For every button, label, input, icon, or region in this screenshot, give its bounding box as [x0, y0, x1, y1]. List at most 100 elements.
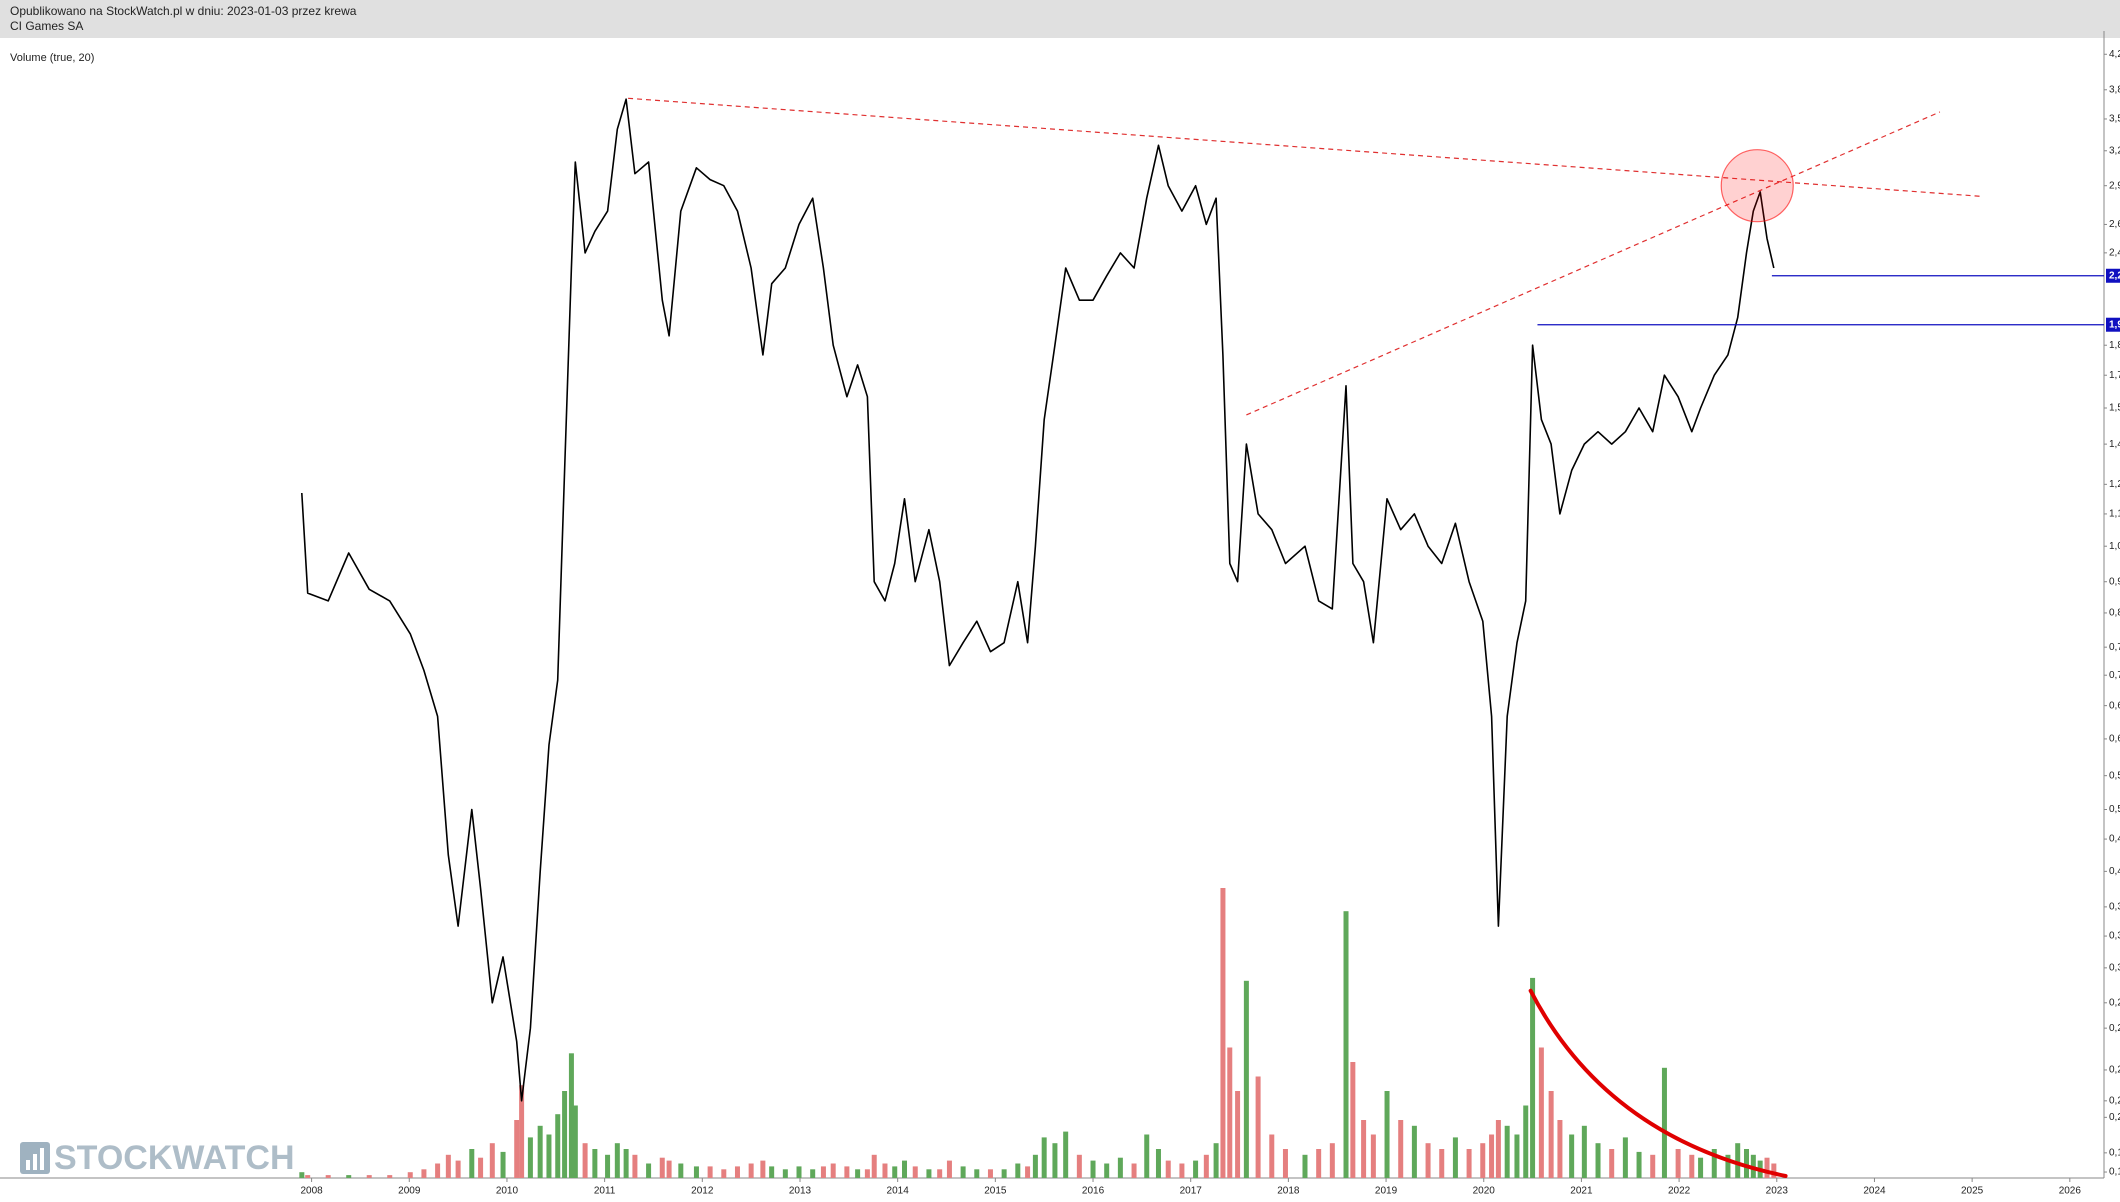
volume-bar: [659, 1157, 665, 1178]
volume-bar: [366, 1175, 372, 1178]
volume-bar: [646, 1163, 652, 1178]
volume-bar: [1523, 1105, 1529, 1178]
volume-bar: [527, 1137, 533, 1178]
y-tick-label: 0,19: [2109, 1147, 2120, 1158]
volume-bar: [1480, 1143, 1486, 1178]
volume-bar: [1489, 1134, 1495, 1178]
y-tick-label: 1,55: [2109, 403, 2120, 414]
volume-bar: [1725, 1154, 1731, 1178]
volume-bar: [1165, 1160, 1171, 1178]
volume-bar: [1650, 1154, 1656, 1178]
volume-bar: [1063, 1131, 1069, 1178]
volume-bar: [693, 1166, 699, 1178]
y-tick-label: 0,79: [2109, 642, 2120, 653]
volume-bar: [1689, 1154, 1695, 1178]
volume-bar: [1735, 1143, 1741, 1178]
volume-bar: [1361, 1120, 1367, 1178]
x-tick-label: 2013: [789, 1186, 812, 1197]
volume-bar: [605, 1154, 611, 1178]
y-tick-label: 0,35: [2109, 931, 2120, 942]
x-tick-label: 2015: [984, 1186, 1007, 1197]
volume-bar: [1548, 1091, 1554, 1178]
volume-bar: [1622, 1137, 1628, 1178]
volume-bar: [1675, 1149, 1681, 1178]
volume-bar: [1636, 1151, 1642, 1178]
volume-bar: [871, 1154, 877, 1178]
y-tick-label: 0,38: [2109, 902, 2120, 913]
y-tick-label: 0,32: [2109, 963, 2120, 974]
volume-bar: [614, 1143, 620, 1178]
y-tick-label: 0,73: [2109, 670, 2120, 681]
y-tick-label: 1,05: [2109, 541, 2120, 552]
volume-bar: [1425, 1143, 1431, 1178]
volume-bar: [769, 1166, 775, 1178]
volume-bar: [960, 1166, 966, 1178]
volume-bar: [555, 1114, 561, 1178]
y-tick-label: 3,50: [2109, 114, 2120, 125]
volume-bar: [1466, 1149, 1472, 1178]
y-tick-label: 3,80: [2109, 84, 2120, 95]
volume-bar: [305, 1175, 311, 1178]
y-tick-label: 0,24: [2109, 1065, 2120, 1076]
volume-bar: [1504, 1125, 1510, 1178]
volume-bar: [632, 1154, 638, 1178]
volume-bar: [1001, 1169, 1007, 1178]
volume-bar: [882, 1163, 888, 1178]
y-tick-label: 4,20: [2109, 49, 2120, 60]
y-tick-label: 0,87: [2109, 608, 2120, 619]
y-tick-label: 0,18: [2109, 1167, 2120, 1178]
y-tick-label: 1,15: [2109, 509, 2120, 520]
volume-bar: [1384, 1091, 1390, 1178]
level-badge: [2106, 268, 2120, 283]
y-tick-label: 2,60: [2109, 219, 2120, 230]
volume-bar: [892, 1166, 898, 1178]
volume-bar: [387, 1175, 393, 1178]
volume-bar: [1131, 1163, 1137, 1178]
volume-bar: [1343, 911, 1349, 1178]
x-tick-label: 2011: [594, 1186, 616, 1197]
volume-bar: [623, 1149, 629, 1178]
volume-bar: [926, 1169, 932, 1178]
y-tick-label: 0,55: [2109, 770, 2120, 781]
volume-bar: [455, 1160, 461, 1178]
volume-bar: [937, 1169, 943, 1178]
volume-bar: [469, 1149, 475, 1178]
volume-bar: [1350, 1062, 1356, 1178]
y-tick-label: 0,42: [2109, 866, 2120, 877]
volume-bar: [974, 1169, 980, 1178]
volume-bar: [734, 1166, 740, 1178]
volume-bar: [748, 1163, 754, 1178]
volume-bar: [796, 1166, 802, 1178]
watermark-text: STOCKWATCH: [54, 1139, 295, 1177]
volume-bar: [1771, 1163, 1777, 1178]
y-tick-label: 1,85: [2109, 340, 2120, 351]
trendline: [628, 97, 1980, 197]
volume-bar: [987, 1169, 993, 1178]
x-tick-label: 2020: [1473, 1186, 1496, 1197]
volume-bar: [1557, 1120, 1563, 1178]
volume-bar: [1220, 888, 1226, 1178]
volume-bar: [1193, 1160, 1199, 1178]
x-tick-label: 2009: [398, 1186, 421, 1197]
y-tick-label: 2,90: [2109, 180, 2120, 191]
volume-bar: [1411, 1125, 1417, 1178]
x-tick-label: 2021: [1570, 1186, 1593, 1197]
volume-bar: [1698, 1157, 1704, 1178]
volume-bar: [666, 1160, 672, 1178]
volume-bar: [572, 1105, 578, 1178]
x-tick-label: 2014: [887, 1186, 910, 1197]
volume-bar: [782, 1169, 788, 1178]
x-tick-label: 2008: [300, 1186, 323, 1197]
watermark-icon-bar: [26, 1160, 30, 1170]
x-tick-label: 2019: [1375, 1186, 1398, 1197]
volume-bar: [519, 1085, 525, 1178]
y-tick-label: 2,40: [2109, 247, 2120, 258]
volume-bar: [707, 1166, 713, 1178]
volume-bar: [1155, 1149, 1161, 1178]
y-tick-label: 1,25: [2109, 479, 2120, 490]
volume-bar: [421, 1169, 427, 1178]
volume-bar: [514, 1120, 520, 1178]
x-tick-label: 2012: [691, 1186, 714, 1197]
indicator-label: Volume (true, 20): [10, 52, 94, 64]
volume-bar: [1213, 1143, 1219, 1178]
